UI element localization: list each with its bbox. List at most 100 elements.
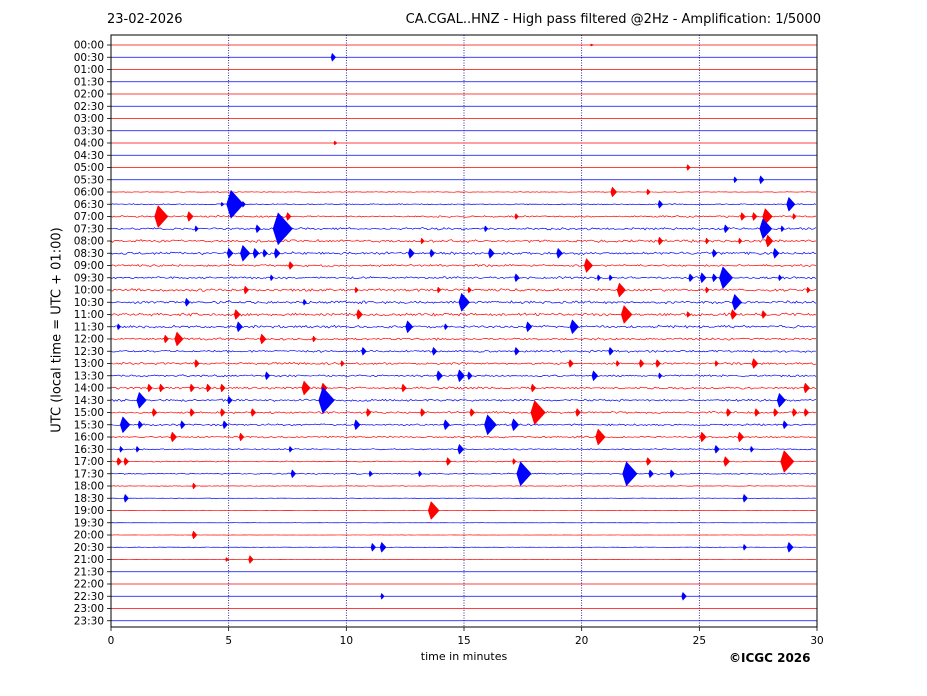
y-tick-label: 10:30 bbox=[74, 297, 104, 309]
event-marker bbox=[401, 383, 407, 393]
event-marker bbox=[620, 305, 633, 324]
event-marker bbox=[484, 414, 497, 436]
y-tick-label: 13:00 bbox=[74, 358, 104, 370]
event-marker bbox=[773, 408, 779, 417]
event-marker bbox=[366, 408, 372, 417]
event-marker bbox=[333, 140, 338, 146]
event-marker bbox=[616, 282, 626, 298]
event-marker bbox=[772, 247, 780, 259]
event-marker bbox=[123, 457, 130, 466]
event-marker bbox=[648, 469, 654, 479]
event-marker bbox=[530, 400, 546, 425]
event-marker bbox=[608, 274, 613, 282]
event-marker bbox=[262, 248, 268, 258]
event-marker bbox=[272, 212, 293, 246]
event-marker bbox=[511, 418, 520, 432]
y-tick-label: 02:00 bbox=[74, 89, 104, 101]
y-tick-label: 22:00 bbox=[74, 579, 104, 591]
event-marker bbox=[657, 236, 664, 246]
event-marker bbox=[250, 408, 257, 417]
y-tick-label: 22:30 bbox=[74, 591, 104, 603]
x-tick-label: 5 bbox=[225, 635, 232, 647]
event-marker bbox=[806, 286, 811, 294]
y-tick-label: 20:30 bbox=[74, 542, 104, 554]
trace-0630 bbox=[110, 203, 817, 206]
trace-1600 bbox=[110, 435, 817, 439]
event-marker bbox=[420, 237, 425, 245]
event-marker bbox=[119, 445, 124, 453]
event-marker bbox=[264, 371, 271, 381]
y-tick-label: 04:00 bbox=[74, 138, 104, 150]
trace-0830 bbox=[110, 251, 817, 256]
event-marker bbox=[759, 175, 765, 185]
event-marker bbox=[170, 431, 178, 443]
copyright-credit: ©ICGC 2026 bbox=[729, 651, 811, 665]
y-tick-label: 15:30 bbox=[74, 419, 104, 431]
event-marker bbox=[786, 196, 796, 212]
event-marker bbox=[318, 386, 335, 414]
event-marker bbox=[467, 286, 472, 294]
x-tick-label: 0 bbox=[108, 635, 115, 647]
y-tick-label: 08:00 bbox=[74, 236, 104, 248]
event-marker bbox=[525, 321, 533, 333]
event-marker bbox=[591, 370, 599, 382]
x-tick-label: 20 bbox=[575, 635, 588, 647]
event-marker bbox=[163, 334, 170, 344]
event-marker bbox=[488, 247, 495, 259]
event-marker bbox=[446, 457, 452, 466]
event-marker bbox=[361, 346, 367, 356]
y-tick-label: 09:00 bbox=[74, 260, 104, 272]
y-tick-label: 16:00 bbox=[74, 432, 104, 444]
event-marker bbox=[174, 331, 184, 347]
event-marker bbox=[711, 273, 718, 283]
event-marker bbox=[233, 309, 241, 320]
event-marker bbox=[469, 408, 476, 417]
event-marker bbox=[714, 444, 720, 454]
y-tick-label: 12:00 bbox=[74, 334, 104, 346]
y-tick-label: 00:00 bbox=[74, 40, 104, 52]
y-tick-label: 16:30 bbox=[74, 444, 104, 456]
event-marker bbox=[238, 432, 245, 442]
event-marker bbox=[731, 293, 743, 311]
y-tick-label: 03:00 bbox=[74, 113, 104, 125]
event-marker bbox=[556, 247, 563, 259]
event-marker bbox=[657, 199, 664, 209]
y-tick-label: 13:30 bbox=[74, 370, 104, 382]
event-marker bbox=[723, 456, 731, 467]
x-axis-label: time in minutes bbox=[420, 650, 508, 663]
event-marker bbox=[512, 458, 517, 465]
event-marker bbox=[330, 52, 337, 62]
event-marker bbox=[379, 541, 387, 553]
event-marker bbox=[780, 450, 795, 473]
event-marker bbox=[803, 382, 811, 394]
event-marker bbox=[269, 274, 275, 282]
event-marker bbox=[514, 273, 520, 283]
event-marker bbox=[457, 369, 466, 383]
event-marker bbox=[467, 371, 473, 381]
event-marker bbox=[189, 408, 195, 417]
event-marker bbox=[751, 212, 758, 221]
time-grid bbox=[228, 35, 700, 627]
event-marker bbox=[705, 237, 710, 245]
y-tick-label: 01:00 bbox=[74, 64, 104, 76]
event-marker bbox=[638, 359, 645, 368]
event-marker bbox=[189, 383, 195, 393]
event-marker bbox=[646, 188, 651, 196]
y-tick-label: 11:30 bbox=[74, 321, 104, 333]
y-tick-label: 04:30 bbox=[74, 150, 104, 162]
event-marker bbox=[184, 297, 191, 307]
event-marker bbox=[719, 266, 734, 290]
event-marker bbox=[780, 225, 785, 233]
event-marker bbox=[158, 383, 165, 393]
event-marker bbox=[738, 237, 743, 245]
event-marker bbox=[340, 360, 345, 367]
event-marker bbox=[608, 346, 614, 356]
event-marker bbox=[353, 419, 361, 431]
event-marker bbox=[737, 431, 745, 443]
event-marker bbox=[135, 445, 140, 453]
event-marker bbox=[405, 320, 414, 334]
event-marker bbox=[754, 408, 760, 417]
event-marker bbox=[742, 493, 748, 503]
trace-0600 bbox=[110, 191, 817, 193]
trace-1730 bbox=[110, 472, 817, 475]
